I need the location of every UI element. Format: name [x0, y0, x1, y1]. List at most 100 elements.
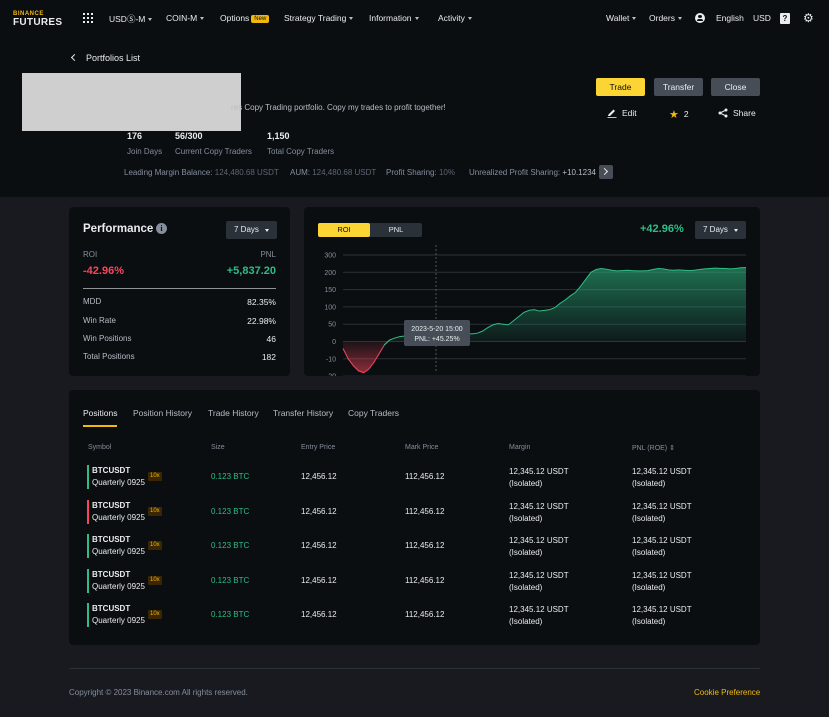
y-tick-label: -10 [326, 356, 336, 363]
side-indicator [87, 465, 89, 489]
user-icon[interactable] [695, 13, 705, 23]
roi-label: ROI [83, 250, 98, 259]
nav-information[interactable]: Information [369, 13, 419, 23]
portfolio-header: Portfolios List res Copy Trading portfol… [0, 37, 829, 197]
tab-trade-history[interactable]: Trade History [208, 408, 259, 418]
tab-copy-traders[interactable]: Copy Traders [348, 408, 400, 418]
help-icon[interactable]: ? [780, 13, 790, 24]
toggle-pnl[interactable]: PNL [388, 225, 404, 234]
performance-title: Performance [83, 223, 154, 235]
side-indicator [87, 534, 89, 558]
nav-options[interactable]: Options New [220, 13, 270, 23]
tooltip [404, 320, 470, 346]
nav-coinm[interactable]: COIN-M [166, 13, 205, 23]
col-entry-price: Entry Price [301, 444, 336, 451]
size: 0.123 BTC [211, 507, 250, 516]
share-action[interactable]: Share [718, 108, 756, 118]
tab-transfer-history[interactable]: Transfer History [273, 408, 334, 418]
col-pnl-roe[interactable]: PNL (ROE) ⇕ [632, 445, 675, 452]
edit-action[interactable]: Edit [607, 108, 637, 118]
trade-button[interactable]: Trade [596, 78, 645, 96]
logo-bottom: FUTURES [13, 17, 63, 28]
y-tick-label: 100 [324, 304, 336, 311]
positions-panel: Positions Position History Trade History… [69, 390, 760, 645]
chart-period-select[interactable]: 7 Days [695, 221, 746, 239]
nav-strategy-trading[interactable]: Strategy Trading [284, 13, 354, 23]
chevron-down-icon [734, 229, 738, 232]
mark-price: 112,456.12 [405, 576, 445, 585]
margin: 12,345.12 USDT (Isolated) [509, 605, 569, 626]
pnl-roe: 12,345.12 USDT (Isolated) [632, 502, 692, 523]
col-symbol: Symbol [88, 444, 112, 451]
nav-language[interactable]: English [716, 13, 744, 23]
contract-type: Quarterly 0925 [92, 616, 145, 625]
table-row[interactable]: BTCUSDT Quarterly 0925 10x 0.123 BTC 12,456.… [69, 530, 760, 564]
portfolio-description: res Copy Trading portfolio. Copy my trad… [231, 103, 446, 112]
leverage-badge: 10x [148, 541, 162, 550]
contract-type: Quarterly 0925 [92, 513, 145, 522]
performance-period-select[interactable]: 7 Days [226, 221, 277, 239]
entry-price: 12,456.12 [301, 610, 337, 619]
nav-usdm[interactable]: USDⓈ-M [109, 13, 153, 25]
y-tick-label: 200 [324, 270, 336, 277]
size: 0.123 BTC [211, 541, 250, 550]
new-badge: New [251, 15, 270, 23]
table-row[interactable]: BTCUSDT Quarterly 0925 10x 0.123 BTC 12,456.… [69, 599, 760, 633]
back-to-portfolios-link[interactable]: Portfolios List [70, 53, 140, 63]
y-tick-label: 150 [324, 287, 336, 294]
mark-price: 112,456.12 [405, 507, 445, 516]
grid-menu-icon[interactable] [83, 13, 93, 23]
margin: 12,345.12 USDT (Isolated) [509, 502, 569, 523]
leverage-badge: 10x [148, 472, 162, 481]
chevron-right-icon[interactable] [599, 165, 613, 179]
favorite-action[interactable]: ★ 2 [669, 109, 689, 121]
side-indicator [87, 569, 89, 593]
win-positions-value: 46 [266, 334, 276, 344]
nav-orders[interactable]: Orders [649, 13, 682, 23]
nav-currency[interactable]: USD [753, 13, 771, 23]
total-copy-traders-value: 1,150 [267, 131, 290, 141]
chevron-down-icon [677, 17, 682, 21]
mark-price: 112,456.12 [405, 610, 445, 619]
unrealized-profit-sharing: Unrealized Profit Sharing: +10.1234 [469, 168, 596, 177]
binance-futures-logo[interactable]: BINANCE FUTURES [13, 11, 71, 28]
divider [83, 288, 276, 289]
symbol[interactable]: BTCUSDT [92, 501, 131, 510]
join-days-label: Join Days [127, 147, 163, 156]
roi-chart[interactable]: 300 200 150 100 50 0 -10 -20 2023-5-20 15:00 PNL:… [304, 207, 760, 376]
table-row[interactable]: BTCUSDT Quarterly 0925 10x 0.123 BTC 12,456.… [69, 565, 760, 599]
y-tick-label: -20 [326, 374, 336, 376]
symbol[interactable]: BTCUSDT [92, 604, 131, 613]
entry-price: 12,456.12 [301, 472, 337, 481]
leverage-badge: 10x [148, 576, 162, 585]
symbol[interactable]: BTCUSDT [92, 570, 131, 579]
table-row[interactable]: BTCUSDT Quarterly 0925 10x 0.123 BTC 12,456.… [69, 461, 760, 495]
nav-wallet[interactable]: Wallet [606, 13, 637, 23]
symbol[interactable]: BTCUSDT [92, 466, 131, 475]
nav-activity[interactable]: Activity [438, 13, 472, 23]
cookie-preference-link[interactable]: Cookie Preference [694, 688, 761, 697]
table-row[interactable]: BTCUSDT Quarterly 0925 10x 0.123 BTC 12,456.… [69, 496, 760, 530]
gear-icon[interactable]: ⚙ [803, 11, 814, 25]
col-mark-price: Mark Price [405, 444, 439, 451]
size: 0.123 BTC [211, 610, 250, 619]
close-button[interactable]: Close [711, 78, 760, 96]
tab-position-history[interactable]: Position History [133, 408, 193, 418]
current-copy-traders-label: Current Copy Traders [175, 147, 252, 156]
chevron-down-icon [265, 229, 269, 232]
sort-icon[interactable]: ⇕ [669, 445, 675, 452]
leading-margin-balance: Leading Margin Balance: 124,480.68 USDT [124, 168, 279, 177]
symbol[interactable]: BTCUSDT [92, 535, 131, 544]
roi-pnl-toggle[interactable]: ROI PNL [318, 223, 422, 237]
toggle-roi[interactable]: ROI [318, 223, 370, 237]
chevron-down-icon [632, 17, 637, 21]
transfer-button[interactable]: Transfer [654, 78, 703, 96]
col-size: Size [211, 444, 225, 451]
entry-price: 12,456.12 [301, 507, 337, 516]
pnl-roe: 12,345.12 USDT (Isolated) [632, 536, 692, 557]
profit-sharing: Profit Sharing: 10% [386, 168, 455, 177]
side-indicator [87, 500, 89, 524]
join-days-value: 176 [127, 131, 143, 141]
tab-positions[interactable]: Positions [83, 408, 118, 418]
info-icon[interactable]: i [156, 223, 167, 234]
